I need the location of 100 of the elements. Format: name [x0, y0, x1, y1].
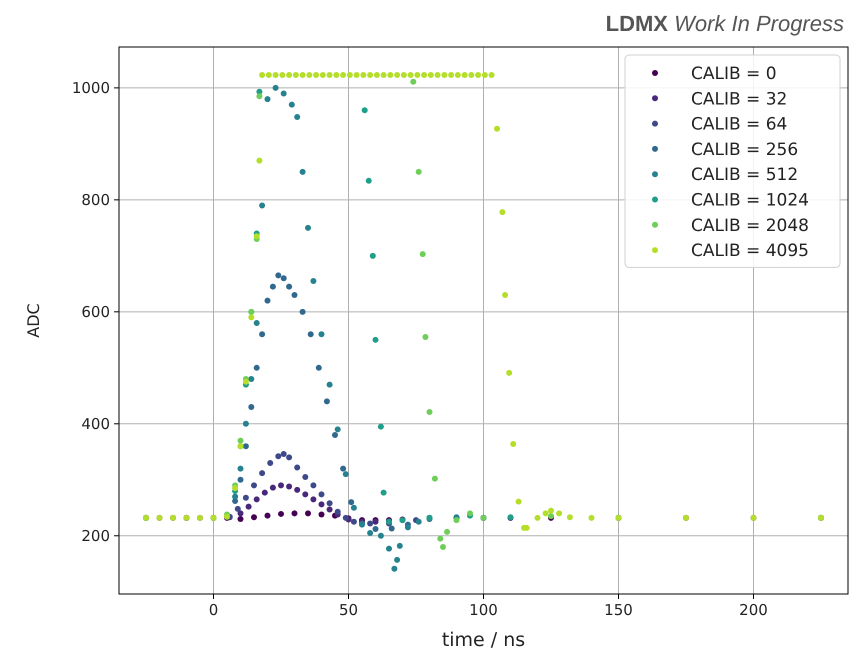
legend-label: CALIB = 32: [691, 89, 788, 110]
point: [280, 275, 287, 282]
point: [292, 510, 298, 516]
point: [388, 525, 395, 532]
point: [308, 331, 314, 338]
point: [350, 518, 357, 525]
point: [238, 510, 244, 516]
point: [334, 426, 341, 432]
point: [264, 298, 270, 304]
point: [310, 496, 316, 502]
point: [318, 331, 324, 338]
point: [340, 466, 346, 472]
point: [362, 107, 368, 114]
point: [259, 331, 266, 338]
point: [454, 517, 460, 524]
x-axis-title: time / ns: [442, 629, 526, 651]
point: [367, 530, 374, 536]
point: [302, 474, 308, 480]
point: [272, 84, 279, 91]
point: [310, 278, 316, 284]
point: [300, 308, 306, 315]
y-tick-label: 1000: [72, 78, 110, 97]
legend-label: CALIB = 4095: [691, 241, 809, 262]
point: [254, 496, 260, 502]
point: [326, 500, 333, 506]
point: [294, 464, 300, 470]
point: [270, 284, 276, 290]
point: [416, 518, 422, 525]
point: [432, 476, 438, 482]
legend-label: CALIB = 0: [691, 64, 777, 84]
point: [396, 542, 403, 549]
point: [326, 506, 333, 512]
point: [286, 284, 292, 290]
point: [440, 544, 446, 550]
point: [248, 376, 254, 382]
point: [391, 566, 398, 572]
point: [238, 466, 244, 472]
point: [294, 114, 300, 120]
point: [404, 524, 411, 530]
point: [342, 514, 349, 521]
point: [305, 224, 311, 231]
point: [251, 482, 257, 488]
point: [367, 520, 374, 526]
point: [426, 409, 432, 416]
point: [248, 404, 254, 410]
point: [437, 536, 444, 542]
x-tick-label: 150: [604, 601, 633, 619]
point: [416, 168, 422, 175]
legend-label: CALIB = 64: [691, 114, 788, 135]
legend-label: CALIB = 256: [691, 140, 798, 160]
x-tick-label: 0: [208, 601, 218, 619]
point: [242, 494, 249, 501]
point: [348, 499, 354, 506]
point: [254, 320, 260, 326]
point: [264, 512, 270, 519]
y-tick-label: 400: [81, 414, 110, 433]
point: [278, 510, 284, 517]
legend-label: CALIB = 2048: [691, 216, 809, 236]
y-tick-label: 600: [81, 302, 110, 321]
point: [378, 424, 384, 430]
point: [444, 528, 450, 535]
x-tick-label: 200: [739, 601, 768, 619]
legend-label: CALIB = 1024: [691, 190, 809, 210]
point: [386, 546, 392, 552]
point: [378, 532, 384, 539]
point: [350, 504, 357, 511]
point: [286, 484, 292, 490]
point: [251, 514, 257, 520]
point: [334, 508, 341, 515]
point: [267, 460, 274, 466]
point: [410, 78, 416, 85]
point: [288, 102, 295, 108]
point: [242, 420, 249, 427]
point: [370, 252, 376, 259]
legend-label: CALIB = 512: [691, 165, 798, 186]
point: [259, 470, 266, 476]
point: [467, 510, 473, 516]
point: [422, 334, 428, 340]
point: [238, 438, 244, 444]
point: [275, 453, 282, 460]
point: [294, 486, 300, 493]
point: [286, 454, 292, 460]
point: [302, 491, 308, 498]
y-tick-label: 800: [81, 190, 110, 209]
point: [234, 506, 241, 512]
point: [280, 90, 287, 96]
point: [366, 178, 372, 184]
point: [264, 96, 270, 102]
point: [372, 336, 378, 343]
chart-subtitle: Work In Progress: [668, 11, 844, 36]
point: [326, 382, 333, 388]
point: [262, 490, 268, 496]
point: [259, 202, 266, 208]
point: [254, 364, 260, 371]
point: [242, 443, 249, 450]
point: [300, 168, 306, 175]
point: [275, 272, 282, 278]
point: [332, 432, 338, 438]
point: [420, 251, 426, 258]
point: [318, 511, 324, 518]
